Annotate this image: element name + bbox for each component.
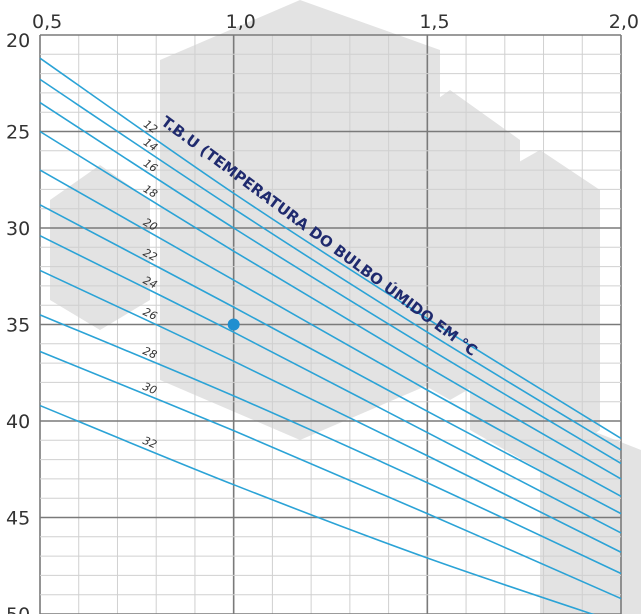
tbu-curve-14	[39, 78, 622, 451]
y-tick-label: 20	[6, 30, 30, 52]
grid-lines	[39, 34, 622, 614]
curve-label-16: 16	[141, 157, 160, 176]
tbu-curve-16	[39, 101, 622, 465]
tbu-curve-30	[39, 350, 622, 600]
x-tick-label: 0,5	[32, 11, 62, 33]
tbu-curve-26	[39, 269, 622, 553]
curve-label-32: 32	[141, 434, 159, 451]
tbu-curve-20	[39, 169, 622, 497]
tbu-curve-18	[39, 130, 622, 480]
y-tick-label: 25	[6, 122, 30, 144]
x-tick-label: 2,0	[609, 11, 639, 33]
curve-label-14: 14	[141, 136, 160, 155]
watermark-shape	[50, 0, 641, 614]
curve-label-20: 20	[141, 216, 160, 234]
marker-point	[227, 318, 240, 331]
curve-group	[39, 57, 622, 614]
curve-label-12: 12	[141, 118, 160, 137]
tick-label-group: 0,5 1,0 1,5 2,0 20 25 30 35 40 45 50	[6, 11, 639, 614]
curve-label-24: 24	[141, 274, 159, 292]
curve-label-26: 26	[141, 305, 159, 323]
marker-group	[227, 318, 240, 331]
curve-label-30: 30	[141, 380, 159, 397]
tbu-curve-32	[39, 404, 595, 614]
x-tick-label: 1,0	[226, 11, 256, 33]
y-tick-label: 35	[6, 315, 30, 337]
curve-label-28: 28	[141, 344, 159, 361]
y-tick-label: 50	[6, 604, 30, 614]
curve-label-18: 18	[141, 182, 160, 200]
y-tick-label: 40	[6, 411, 30, 433]
tbu-curve-22	[39, 204, 622, 515]
y-tick-label: 45	[6, 508, 30, 530]
curve-label-22: 22	[141, 246, 159, 264]
x-tick-label: 1,5	[419, 11, 449, 33]
tbu-curve-24	[39, 235, 622, 534]
y-tick-label: 30	[6, 218, 30, 240]
tbu-curve-12	[39, 57, 622, 440]
tbu-curve-28	[39, 314, 622, 575]
